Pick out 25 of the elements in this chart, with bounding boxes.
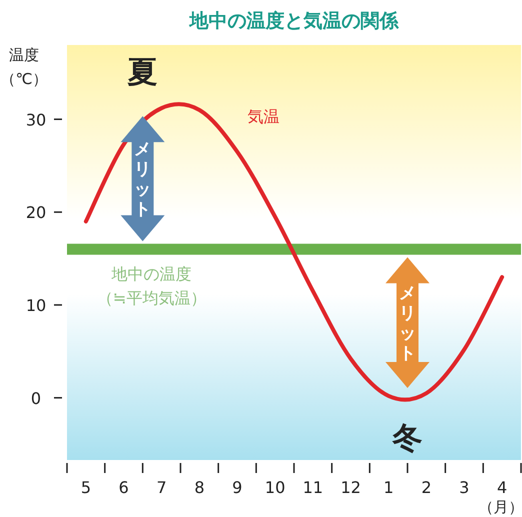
x-tick-label: 2 bbox=[421, 478, 432, 497]
x-tick-label: 9 bbox=[232, 478, 242, 497]
annotation: メリット bbox=[399, 284, 416, 364]
series-label: 気温 bbox=[247, 106, 280, 126]
chart-title: 地中の温度と気温の関係 bbox=[188, 10, 400, 32]
x-tick-label: 1 bbox=[383, 478, 394, 497]
x-tick-label: 10 bbox=[264, 478, 286, 497]
x-axis-title: （月） bbox=[478, 498, 522, 516]
x-tick-label: 6 bbox=[118, 478, 129, 497]
y-axis-title: 温度（℃） bbox=[0, 46, 48, 88]
y-tick-label: 20 bbox=[26, 203, 46, 222]
x-tick-label: 11 bbox=[302, 478, 324, 497]
y-tick-label: 30 bbox=[26, 110, 46, 130]
y-tick-label: 10 bbox=[26, 296, 46, 315]
ref-line-label: 地中の温度（≒平均気温） bbox=[96, 264, 206, 308]
y-tick-label: 0 bbox=[30, 388, 42, 408]
annotation: 冬 bbox=[392, 420, 422, 456]
x-tick-label: 3 bbox=[459, 478, 470, 497]
annotation: 夏 bbox=[126, 55, 158, 90]
x-tick-label: 5 bbox=[80, 478, 92, 497]
annotation: メリット bbox=[134, 140, 152, 220]
x-tick-label: 7 bbox=[156, 478, 167, 497]
x-tick-label: 12 bbox=[340, 478, 361, 497]
x-tick-label: 4 bbox=[496, 478, 508, 497]
x-tick-label: 8 bbox=[194, 478, 205, 497]
